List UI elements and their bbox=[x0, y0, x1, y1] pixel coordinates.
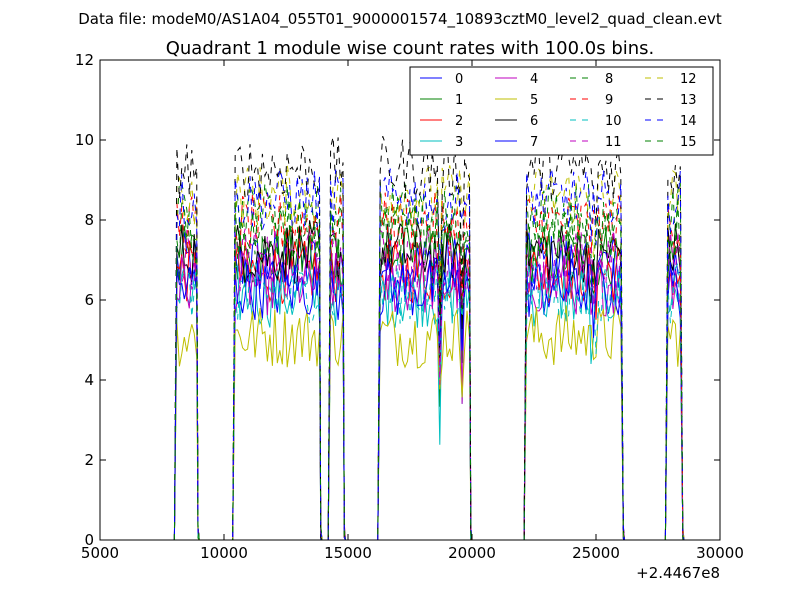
x-tick-label: 25000 bbox=[572, 544, 620, 562]
y-tick-label: 4 bbox=[84, 371, 94, 389]
chart-title: Quadrant 1 module wise count rates with … bbox=[166, 38, 655, 59]
legend-label-1: 1 bbox=[455, 93, 463, 108]
series-line-12 bbox=[173, 164, 685, 540]
legend-label-2: 2 bbox=[455, 114, 463, 129]
legend-label-0: 0 bbox=[455, 72, 463, 87]
x-tick-label: 15000 bbox=[324, 544, 372, 562]
y-tick-label: 2 bbox=[84, 451, 94, 469]
y-tick-label: 6 bbox=[84, 291, 94, 309]
series-line-5 bbox=[173, 304, 685, 540]
legend-label-13: 13 bbox=[680, 93, 697, 108]
series-line-1 bbox=[173, 224, 685, 540]
series-line-7 bbox=[173, 257, 685, 540]
legend-box bbox=[409, 66, 714, 156]
series-line-3 bbox=[173, 262, 685, 540]
y-tick-label: 10 bbox=[75, 131, 94, 149]
series-line-0 bbox=[173, 232, 685, 540]
legend-label-4: 4 bbox=[530, 72, 538, 87]
x-tick-label: 5000 bbox=[81, 544, 119, 562]
series-layer bbox=[173, 136, 685, 540]
legend-label-3: 3 bbox=[455, 135, 463, 150]
figure-suptitle: Data file: modeM0/AS1A04_055T01_90000015… bbox=[78, 10, 722, 29]
legend-label-15: 15 bbox=[680, 135, 697, 150]
series-line-15 bbox=[173, 199, 685, 540]
series-line-2 bbox=[173, 240, 685, 540]
legend-label-7: 7 bbox=[530, 135, 538, 150]
series-line-10 bbox=[173, 258, 685, 540]
y-tick-label: 12 bbox=[75, 51, 94, 69]
legend-label-9: 9 bbox=[605, 93, 613, 108]
series-line-13 bbox=[173, 136, 685, 540]
legend-label-8: 8 bbox=[605, 72, 613, 87]
x-offset-label: +2.4467e8 bbox=[636, 564, 720, 582]
legend-label-11: 11 bbox=[605, 135, 622, 150]
legend-label-10: 10 bbox=[605, 114, 622, 129]
y-tick-label: 0 bbox=[84, 531, 94, 549]
y-tick-label: 8 bbox=[84, 211, 94, 229]
legend-label-14: 14 bbox=[680, 114, 697, 129]
legend-label-12: 12 bbox=[680, 72, 697, 87]
legend-label-6: 6 bbox=[530, 114, 538, 129]
x-tick-label: 20000 bbox=[448, 544, 496, 562]
x-tick-label: 10000 bbox=[200, 544, 248, 562]
x-tick-label: 30000 bbox=[696, 544, 744, 562]
legend-label-5: 5 bbox=[530, 93, 538, 108]
